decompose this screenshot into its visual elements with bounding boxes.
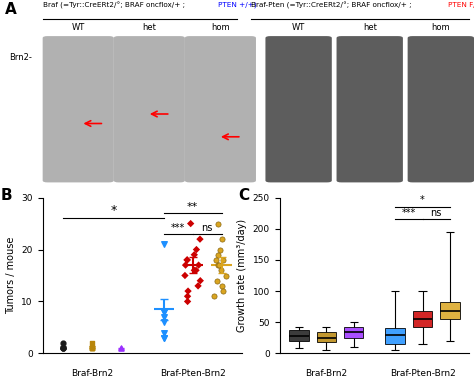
Point bbox=[219, 288, 227, 294]
Point bbox=[160, 241, 168, 247]
Point bbox=[182, 262, 189, 268]
Text: Braf (=Tyr::CreERt2/°; BRAF oncflox/+ ;: Braf (=Tyr::CreERt2/°; BRAF oncflox/+ ; bbox=[43, 2, 187, 9]
Point bbox=[160, 309, 168, 315]
Text: ***: *** bbox=[171, 223, 185, 233]
Point bbox=[216, 262, 223, 268]
Point bbox=[218, 236, 226, 242]
Point bbox=[183, 257, 191, 263]
Point bbox=[222, 272, 230, 279]
Point bbox=[59, 345, 67, 351]
Point bbox=[160, 329, 168, 336]
Point bbox=[160, 335, 168, 341]
Point bbox=[219, 257, 227, 263]
Text: ***: *** bbox=[401, 207, 416, 217]
Point bbox=[210, 293, 218, 299]
Point bbox=[183, 257, 191, 263]
Point bbox=[88, 340, 95, 346]
Bar bbox=[344, 326, 364, 338]
Point bbox=[181, 272, 189, 279]
Point bbox=[194, 283, 202, 289]
Text: Braf-Pten (=Tyr::CreERt2/°; BRAF oncflox/+ ;: Braf-Pten (=Tyr::CreERt2/°; BRAF oncflox… bbox=[251, 2, 414, 9]
Point bbox=[217, 247, 224, 253]
Point bbox=[214, 252, 222, 258]
Text: **: ** bbox=[187, 202, 198, 212]
Bar bbox=[317, 332, 336, 342]
Point bbox=[88, 345, 95, 351]
Text: *: * bbox=[420, 195, 425, 205]
Point bbox=[59, 345, 67, 351]
Point bbox=[195, 262, 202, 268]
Y-axis label: Tumors / mouse: Tumors / mouse bbox=[6, 237, 16, 314]
Point bbox=[212, 257, 219, 263]
Point bbox=[88, 345, 95, 351]
Text: PTEN F/+): PTEN F/+) bbox=[448, 2, 474, 8]
Point bbox=[184, 293, 191, 299]
Text: het: het bbox=[142, 23, 156, 32]
Point bbox=[88, 345, 95, 351]
Bar bbox=[385, 328, 405, 344]
FancyBboxPatch shape bbox=[185, 36, 256, 182]
Point bbox=[160, 335, 168, 341]
Point bbox=[160, 314, 168, 320]
FancyBboxPatch shape bbox=[265, 36, 332, 182]
Text: Braf-Brn2: Braf-Brn2 bbox=[305, 369, 347, 378]
Point bbox=[59, 345, 67, 351]
Text: WT: WT bbox=[292, 23, 305, 32]
Text: B: B bbox=[1, 188, 12, 203]
Point bbox=[214, 262, 222, 268]
Point bbox=[215, 220, 222, 226]
Text: Braf-Brn2: Braf-Brn2 bbox=[71, 369, 113, 378]
Bar bbox=[440, 302, 460, 319]
FancyBboxPatch shape bbox=[43, 36, 114, 182]
Point bbox=[217, 267, 225, 273]
Text: Braf-Pten-Brn2: Braf-Pten-Brn2 bbox=[390, 369, 456, 378]
Text: WT: WT bbox=[72, 23, 85, 32]
Point bbox=[218, 283, 226, 289]
FancyBboxPatch shape bbox=[114, 36, 185, 182]
Text: het: het bbox=[363, 23, 377, 32]
Text: ns: ns bbox=[430, 207, 442, 217]
Point bbox=[187, 220, 194, 226]
Text: C: C bbox=[238, 188, 249, 203]
Point bbox=[117, 345, 124, 351]
Point bbox=[192, 267, 200, 273]
Point bbox=[191, 252, 198, 258]
Point bbox=[117, 345, 124, 351]
Point bbox=[160, 319, 168, 325]
Text: hom: hom bbox=[211, 23, 230, 32]
Bar bbox=[289, 330, 309, 341]
FancyBboxPatch shape bbox=[337, 36, 403, 182]
Point bbox=[88, 345, 95, 351]
Point bbox=[184, 288, 192, 294]
Text: Brn2-: Brn2- bbox=[9, 53, 32, 62]
Point bbox=[160, 309, 168, 315]
Point bbox=[213, 278, 220, 284]
Point bbox=[196, 236, 204, 242]
Bar bbox=[413, 311, 432, 327]
Point bbox=[191, 267, 198, 273]
Text: ns: ns bbox=[201, 223, 213, 233]
Point bbox=[197, 278, 204, 284]
Text: Braf-Pten-Brn2: Braf-Pten-Brn2 bbox=[160, 369, 226, 378]
Text: PTEN +/+): PTEN +/+) bbox=[218, 2, 256, 8]
Text: A: A bbox=[5, 2, 17, 17]
Text: *: * bbox=[110, 204, 117, 217]
Point bbox=[192, 247, 200, 253]
Point bbox=[184, 298, 191, 304]
FancyBboxPatch shape bbox=[408, 36, 474, 182]
Text: hom: hom bbox=[431, 23, 450, 32]
Point bbox=[59, 340, 67, 346]
Y-axis label: Growth rate (mm³/day): Growth rate (mm³/day) bbox=[237, 219, 247, 332]
